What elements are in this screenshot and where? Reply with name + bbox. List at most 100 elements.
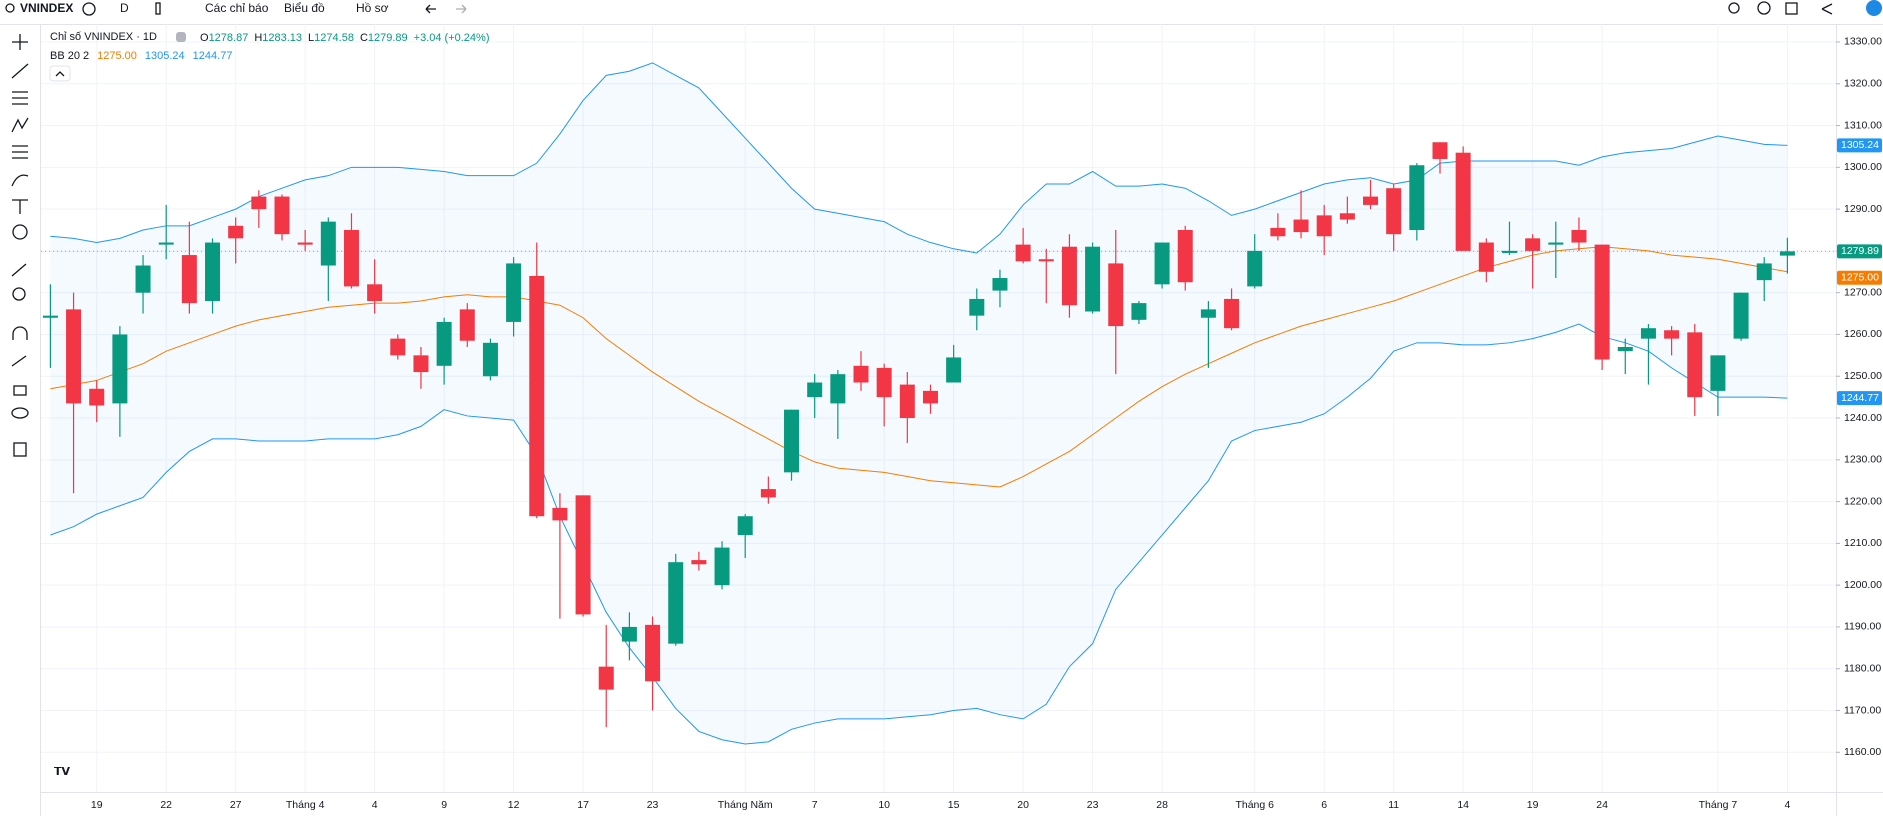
- y-tick-label: 1260.00: [1844, 328, 1882, 340]
- basis-value: 1275.00: [97, 50, 137, 62]
- legend-ohlc: O1278.87 H1283.13 L1274.58 C1279.89 +3.04 (+…: [200, 32, 490, 44]
- share-icon[interactable]: [1821, 3, 1833, 15]
- candle-body: [830, 374, 846, 404]
- magnet-tool[interactable]: [12, 326, 28, 340]
- candle-body: [1270, 227, 1286, 237]
- candle-body: [390, 338, 406, 356]
- symbol[interactable]: VNINDEX: [20, 1, 73, 15]
- x-tick-label: Tháng 4: [286, 799, 325, 811]
- price-tag: [1837, 391, 1882, 406]
- collapse-arrow: [55, 71, 65, 77]
- fullscreen-icon[interactable]: [1785, 2, 1798, 15]
- y-tick-label: 1230.00: [1844, 454, 1882, 466]
- compare-icon[interactable]: [82, 2, 96, 16]
- candle-body: [529, 275, 545, 517]
- y-tick-label: 1190.00: [1844, 621, 1881, 633]
- candle-body: [1571, 229, 1587, 243]
- band-line: [50, 246, 1788, 488]
- settings-icon[interactable]: [1757, 1, 1771, 15]
- candle-body: [876, 367, 892, 398]
- x-tick-label: 19: [1527, 799, 1539, 811]
- pattern-tool[interactable]: [11, 117, 29, 133]
- redo-icon[interactable]: [456, 4, 467, 14]
- brand-icon: [1866, 0, 1882, 16]
- brush-tool[interactable]: [11, 174, 29, 187]
- o-prefix: O: [200, 32, 209, 44]
- x-tick-label: Tháng Năm: [718, 799, 773, 811]
- search-icon[interactable]: [5, 3, 15, 13]
- candle-body: [343, 229, 359, 287]
- indicator-name: BB 20 2: [50, 50, 89, 62]
- crosshair-tool[interactable]: [12, 34, 28, 50]
- text-tool[interactable]: [12, 199, 28, 214]
- candle-body: [1455, 152, 1471, 251]
- y-tick-label: 1310.00: [1844, 119, 1882, 131]
- change: +3.04 (+0.24%): [414, 32, 490, 44]
- l-value: 1274.58: [314, 32, 354, 44]
- chart-type-icon[interactable]: [155, 2, 161, 15]
- y-tick-label: 1290.00: [1844, 203, 1882, 215]
- y-tick-label: 1270.00: [1844, 286, 1882, 298]
- candle-body: [1038, 259, 1054, 262]
- x-tick-label: 6: [1321, 799, 1327, 811]
- fib-tool[interactable]: [12, 91, 28, 105]
- candle-body: [737, 516, 753, 536]
- candle-body: [1478, 242, 1494, 272]
- candle-body: [668, 562, 684, 644]
- y-tick-label: 1200.00: [1844, 579, 1882, 591]
- x-tick-label: 23: [647, 799, 659, 811]
- hide-tool[interactable]: [11, 407, 29, 419]
- plot: [41, 24, 1836, 792]
- x-tick-label: 10: [878, 799, 890, 811]
- candle-body: [482, 342, 498, 377]
- ruler-tool[interactable]: [11, 263, 27, 277]
- candle-body: [853, 365, 869, 383]
- upper-value: 1305.24: [145, 50, 185, 62]
- candle-body: [992, 278, 1008, 291]
- indicators-button[interactable]: Các chỉ báo: [205, 1, 269, 15]
- candle-body: [1363, 196, 1379, 205]
- undo-icon[interactable]: [425, 4, 436, 14]
- stay-drawing-tool[interactable]: [11, 355, 27, 367]
- forecast-tool[interactable]: [12, 145, 28, 159]
- candle-body: [135, 265, 151, 293]
- y-tick-label: 1330.00: [1844, 36, 1882, 48]
- candle-body: [413, 355, 429, 373]
- candle-body: [621, 626, 637, 642]
- band-line: [50, 62, 1788, 254]
- candle-body: [251, 196, 267, 210]
- candle-body: [969, 298, 985, 316]
- emoji-tool[interactable]: [12, 224, 28, 240]
- zoom-tool[interactable]: [12, 287, 26, 301]
- lower-value: 1244.77: [193, 50, 233, 62]
- candle-body: [1131, 303, 1147, 320]
- lock-tool[interactable]: [13, 385, 27, 396]
- candle-body: [1617, 346, 1633, 352]
- candle-body: [367, 284, 383, 302]
- candle-body: [1409, 165, 1425, 230]
- candle-body: [1501, 250, 1517, 253]
- candle-body: [112, 334, 128, 404]
- candle-body: [691, 560, 707, 565]
- candle-body: [1224, 298, 1240, 329]
- price-tag: [1837, 138, 1882, 153]
- candle-body: [1293, 219, 1309, 233]
- interval[interactable]: D: [120, 1, 129, 15]
- trend-tool[interactable]: [11, 63, 29, 79]
- candle-body: [1339, 213, 1355, 220]
- candle-body: [459, 309, 475, 341]
- x-tick-label: 28: [1156, 799, 1168, 811]
- collapse-button[interactable]: [49, 65, 71, 82]
- h-value: 1283.13: [262, 32, 302, 44]
- price-tag: [1837, 270, 1882, 285]
- profile-button[interactable]: Hồ sơ: [356, 1, 389, 15]
- candle-body: [1640, 328, 1656, 339]
- delete-tool[interactable]: [13, 442, 27, 457]
- x-tick-label: Tháng 7: [1699, 799, 1738, 811]
- chart-button[interactable]: Biểu đồ: [284, 1, 325, 15]
- zoom-icon[interactable]: [1728, 2, 1740, 14]
- x-tick-label: 23: [1087, 799, 1099, 811]
- x-tick-label: 4: [372, 799, 378, 811]
- c-prefix: C: [360, 32, 368, 44]
- candle-body: [1664, 330, 1680, 339]
